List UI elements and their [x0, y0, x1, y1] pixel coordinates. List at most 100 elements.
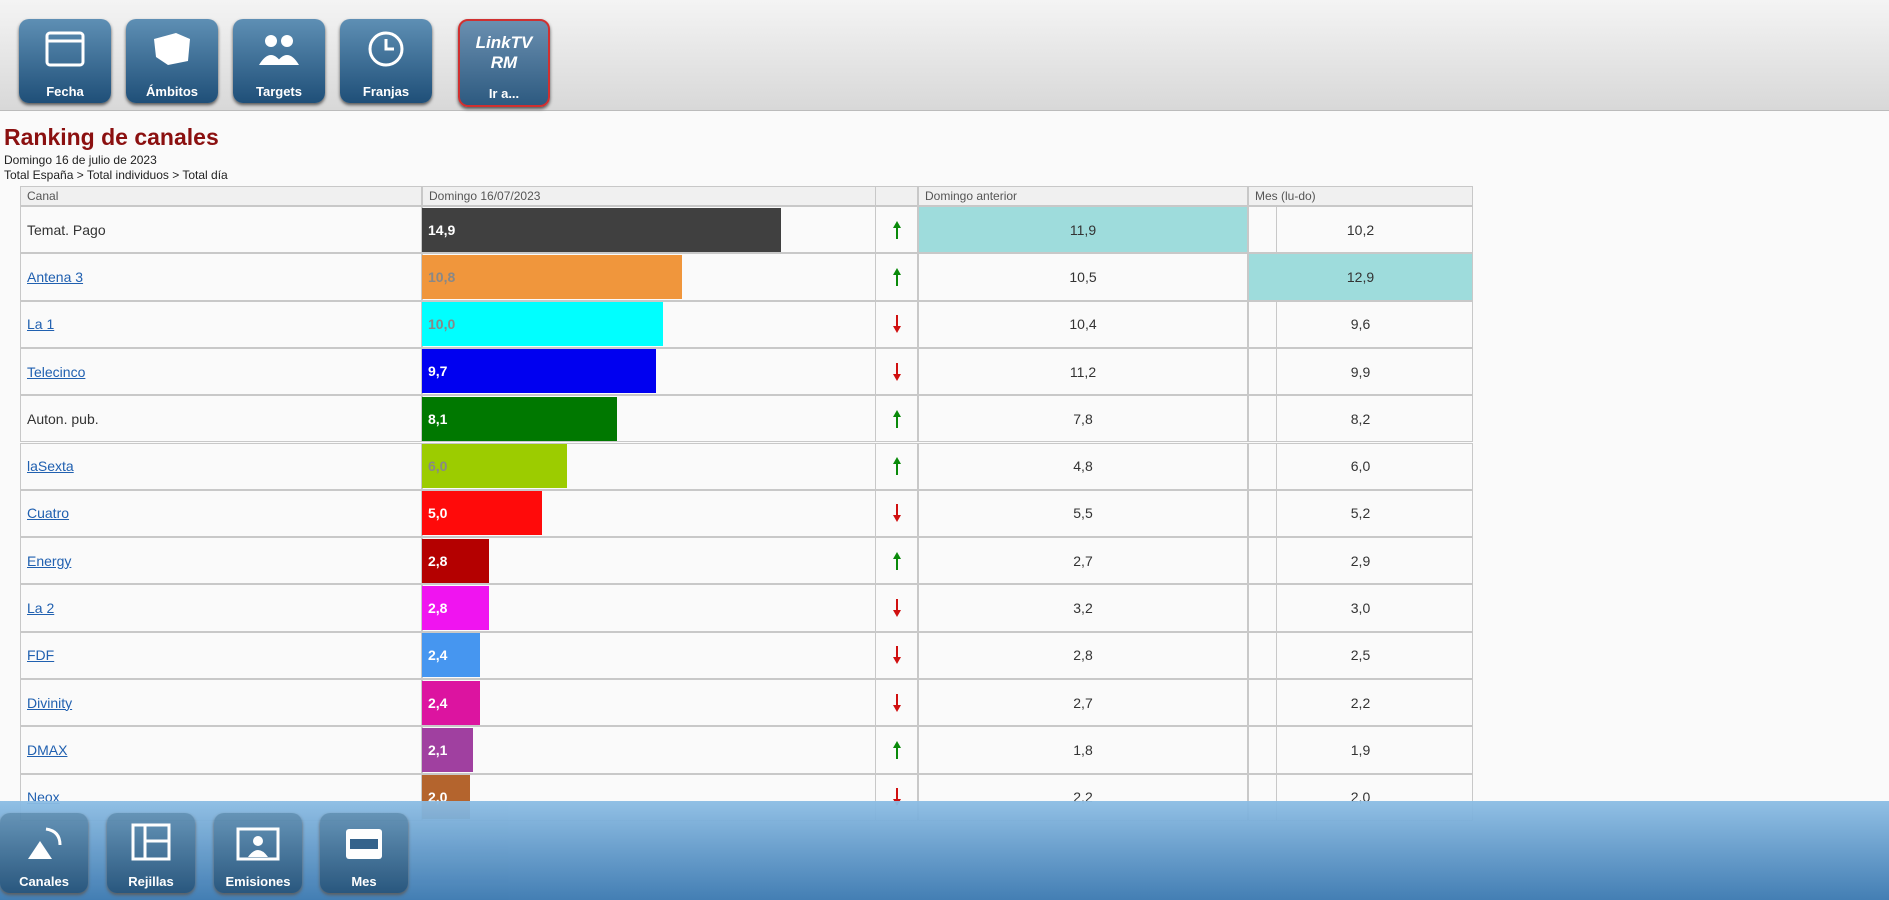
channel-name: Auton. pub. — [27, 410, 99, 427]
channel-link[interactable]: Cuatro — [27, 505, 70, 522]
channel-link[interactable]: Antena 3 — [27, 268, 84, 285]
bar-label: 2,4 — [428, 694, 448, 711]
trend-cell — [875, 442, 918, 490]
nav-button[interactable]: Rejillas — [107, 813, 195, 893]
bar-label: 10,0 — [428, 316, 456, 333]
channel-cell: La 2 — [20, 584, 422, 632]
toolbar-button[interactable]: Targets — [233, 19, 325, 103]
channel-link[interactable]: Divinity — [27, 694, 73, 711]
channel-cell: Antena 3 — [20, 253, 422, 301]
previous-cell: 11,2 — [918, 347, 1248, 396]
trend-down — [892, 362, 901, 381]
bar-label: 10,8 — [428, 268, 456, 285]
channel-cell: Temat. Pago — [20, 206, 422, 254]
bottom-bar: Canales Rejillas Emisiones Mes — [0, 801, 1889, 900]
toolbar-button[interactable]: Fecha — [19, 19, 111, 103]
channel-link[interactable]: FDF — [27, 647, 55, 664]
channel-cell: La 1 — [20, 300, 422, 348]
month-cell: 1,9 — [1248, 726, 1473, 774]
previous-cell: 7,8 — [918, 395, 1248, 443]
toolbar-button[interactable]: Franjas — [340, 19, 432, 103]
bar: 14,9 — [422, 207, 781, 252]
icon — [368, 31, 404, 67]
trend-cell — [875, 395, 918, 443]
channel-cell: laSexta — [20, 442, 422, 490]
button-label: Emisiones — [225, 874, 291, 889]
link-sub: RM — [490, 53, 518, 72]
channel-link[interactable]: DMAX — [27, 741, 68, 758]
channel-cell: Auton. pub. — [20, 395, 422, 443]
trend-up — [892, 220, 901, 239]
month-cell: 8,2 — [1248, 395, 1473, 443]
trend-down — [892, 315, 901, 334]
channel-link[interactable]: laSexta — [27, 458, 74, 475]
trend-down — [892, 646, 901, 665]
month-cell: 12,9 — [1248, 253, 1473, 301]
month-cell: 2,9 — [1248, 537, 1473, 585]
bar: 6,0 — [422, 444, 567, 488]
channel-cell: FDF — [20, 631, 422, 679]
trend-down — [892, 693, 901, 712]
bar: 5,0 — [422, 491, 543, 536]
bar: 2,1 — [422, 727, 473, 772]
nav-button[interactable]: Mes — [320, 813, 408, 893]
icon — [45, 31, 85, 67]
filters: Total España > Total individuos > Total … — [4, 168, 228, 182]
nav-button[interactable]: Canales — [0, 813, 88, 893]
column-header: Domingo anterior — [918, 186, 1248, 206]
bar: 9,7 — [422, 349, 656, 394]
date: Domingo 16 de julio de 2023 — [4, 153, 157, 167]
button-label: Franjas — [362, 84, 410, 99]
toolbar: Fecha Ámbitos Targets Franjas LinkTV RM Ir a..… — [0, 0, 1889, 111]
trend-cell — [875, 726, 918, 774]
previous-cell: 10,5 — [918, 253, 1248, 301]
previous-cell: 4,8 — [918, 442, 1248, 490]
bar-label: 2,8 — [428, 599, 448, 616]
column-header — [875, 186, 918, 206]
channel-cell: DMAX — [20, 726, 422, 774]
previous-cell: 3,2 — [918, 584, 1248, 632]
trend-up — [892, 267, 901, 286]
icon — [131, 823, 171, 861]
bar-label: 5,0 — [428, 505, 448, 522]
previous-cell: 1,8 — [918, 726, 1248, 774]
month-cell: 9,9 — [1248, 347, 1473, 396]
button-label: Ir a... — [488, 86, 520, 101]
bar: 10,8 — [422, 254, 683, 299]
bar-label: 2,8 — [428, 552, 448, 569]
trend-cell — [875, 206, 918, 254]
trend-up — [892, 457, 901, 476]
previous-cell: 11,9 — [918, 206, 1248, 254]
channel-link[interactable]: Energy — [27, 552, 72, 569]
channel-link[interactable]: Telecinco — [27, 363, 86, 380]
month-cell: 2,2 — [1248, 679, 1473, 727]
bar-label: 2,1 — [428, 741, 448, 758]
trend-cell — [875, 679, 918, 727]
toolbar-button[interactable]: Ámbitos — [126, 19, 218, 103]
icon — [154, 33, 190, 65]
bar: 8,1 — [422, 396, 618, 441]
channel-link[interactable]: La 1 — [27, 316, 55, 333]
channel-name: Temat. Pago — [27, 221, 106, 238]
bar-label: 8,1 — [428, 410, 448, 427]
nav-button[interactable]: Emisiones — [214, 813, 302, 893]
bar-label: 14,9 — [428, 221, 456, 238]
column-header: Mes (lu-do) — [1248, 186, 1473, 206]
bar: 10,0 — [422, 302, 663, 347]
link-button[interactable]: LinkTV RM Ir a... — [458, 19, 550, 107]
channel-cell: Divinity — [20, 679, 422, 727]
trend-cell — [875, 584, 918, 632]
channel-link[interactable]: La 2 — [27, 600, 55, 617]
icon — [28, 827, 62, 859]
button-label: Canales — [19, 874, 69, 889]
button-label: Targets — [256, 84, 302, 99]
button-label: Ámbitos — [146, 84, 198, 99]
trend-cell — [875, 253, 918, 301]
trend-down — [892, 504, 901, 523]
month-cell: 10,2 — [1248, 206, 1473, 254]
month-cell: 9,6 — [1248, 300, 1473, 348]
trend-up — [892, 551, 901, 570]
bar-label: 6,0 — [428, 458, 448, 474]
month-cell: 3,0 — [1248, 584, 1473, 632]
